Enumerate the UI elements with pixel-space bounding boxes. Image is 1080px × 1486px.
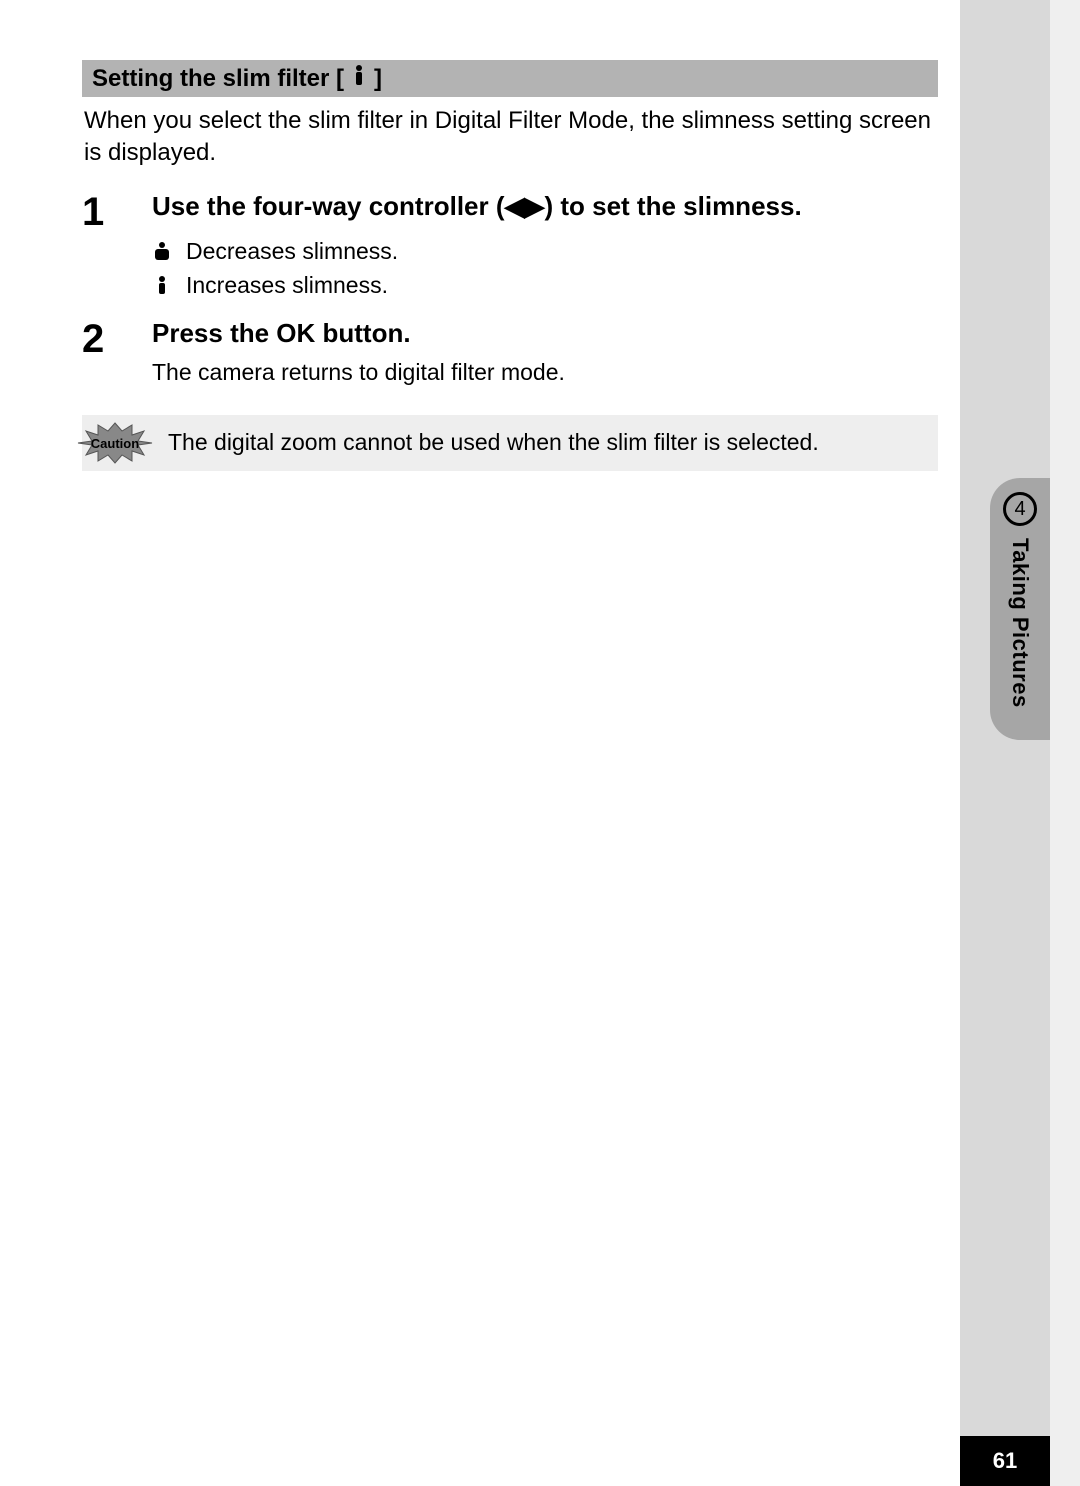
- chapter-tab: 4 Taking Pictures: [990, 478, 1050, 740]
- chapter-number-circle: 4: [1003, 492, 1037, 526]
- bullet-row: Increases slimness.: [152, 268, 938, 303]
- bullet-text: Decreases slimness.: [186, 234, 398, 269]
- step-1: 1 Use the four-way controller (◀▶) to se…: [82, 190, 938, 303]
- section-heading-text: Setting the slim filter [: [92, 65, 344, 93]
- section-heading-close: ]: [374, 65, 382, 93]
- step-number: 2: [82, 317, 152, 359]
- chapter-title: Taking Pictures: [1007, 538, 1033, 708]
- page-number: 61: [993, 1448, 1017, 1474]
- step-title: Press the OK button.: [152, 317, 938, 351]
- intro-paragraph: When you select the slim filter in Digit…: [82, 97, 938, 186]
- step-number: 1: [82, 190, 152, 232]
- step-bullets: Decreases slimness. Increases slimness.: [152, 234, 938, 303]
- bullet-text: Increases slimness.: [186, 268, 388, 303]
- chapter-number: 4: [1014, 498, 1025, 521]
- section-heading: Setting the slim filter [ ]: [82, 60, 938, 97]
- bullet-row: Decreases slimness.: [152, 234, 938, 269]
- page: Setting the slim filter [ ] When you sel…: [0, 0, 1080, 1486]
- person-slim-icon: [352, 64, 366, 93]
- page-number-block: 61: [960, 1436, 1050, 1486]
- step-body: Press the OK button. The camera returns …: [152, 317, 938, 389]
- caution-burst-icon: Caution: [76, 421, 154, 465]
- content-area: Setting the slim filter [ ] When you sel…: [82, 60, 938, 471]
- scroll-gutter: [1050, 0, 1080, 1486]
- caution-note: Caution The digital zoom cannot be used …: [82, 415, 938, 471]
- step-2: 2 Press the OK button. The camera return…: [82, 317, 938, 389]
- step-title: Use the four-way controller (◀▶) to set …: [152, 190, 938, 224]
- caution-text: The digital zoom cannot be used when the…: [168, 427, 819, 458]
- person-wide-icon: [152, 241, 172, 261]
- caution-label: Caution: [91, 436, 139, 451]
- step-description: The camera returns to digital filter mod…: [152, 356, 938, 388]
- step-body: Use the four-way controller (◀▶) to set …: [152, 190, 938, 303]
- person-slim-icon: [152, 275, 172, 295]
